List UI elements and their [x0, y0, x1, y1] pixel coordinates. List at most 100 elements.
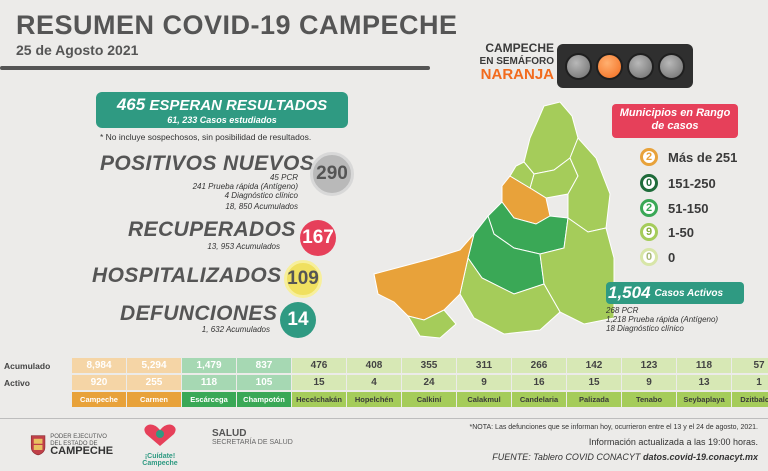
table-cell-acumulado: 311 — [457, 358, 511, 373]
source-url[interactable]: datos.covid-19.conacyt.mx — [642, 452, 758, 462]
source-label: FUENTE: Tablero COVID CONACYT — [492, 452, 641, 462]
table-cell-activo: 1 — [732, 375, 768, 390]
legend-row: 2 Más de 251 — [640, 148, 737, 166]
legend-row: 9 1-50 — [640, 223, 694, 241]
table-cell-acumulado: 142 — [567, 358, 621, 373]
activos-label: Casos Activos — [654, 287, 724, 299]
esperan-note: * No incluye sospechosos, sin posibilida… — [100, 132, 312, 142]
positivos-rapida: 241 Prueba rápida (Antígeno) — [192, 182, 298, 191]
gobierno-campeche-logo: PODER EJECUTIVO DEL ESTADO DE CAMPECHE — [30, 424, 116, 466]
table-cell-municipio: Calakmul — [457, 392, 511, 407]
table-cell-activo: 13 — [677, 375, 731, 390]
table-cell-acumulado: 266 — [512, 358, 566, 373]
footer-divider — [0, 418, 768, 419]
footer-note: *NOTA: Las defunciones que se informan h… — [469, 424, 758, 431]
table-row-names: Campeche Carmen Escárcega Champotón Hecelcha… — [4, 392, 768, 407]
semaforo-line2: EN SEMÁFORO — [479, 56, 554, 67]
positivos-value: 290 — [310, 152, 354, 196]
activos-rapida: 1,218 Prueba rápida (Antígeno) — [606, 315, 719, 324]
activos-pcr: 268 PCR — [606, 306, 639, 315]
salud-subtitle: SECRETARÍA DE SALUD — [212, 439, 293, 446]
table-cell-activo: 4 — [347, 375, 401, 390]
semaforo-color: NARANJA — [480, 66, 554, 83]
legend-count: 2 — [640, 148, 658, 166]
table-cell-acumulado: 123 — [622, 358, 676, 373]
traffic-light-yellow — [627, 52, 654, 80]
table-cell-acumulado: 8,984 — [72, 358, 126, 373]
row-label: Acumulado — [4, 360, 51, 371]
semaforo-label: CAMPECHE EN SEMÁFORO NARANJA — [458, 41, 554, 83]
table-cell-municipio: Seybaplaya — [677, 392, 731, 407]
table-cell-municipio: Carmen — [127, 392, 181, 407]
table-cell-acumulado: 5,294 — [127, 358, 181, 373]
positivos-acumulados: 18, 850 Acumulados — [225, 202, 298, 211]
legend-range: 51-150 — [668, 200, 709, 216]
cuidate-logo: ¡Cuídate! Campeche — [135, 422, 185, 467]
table-cell-activo: 9 — [457, 375, 511, 390]
legend-row: 0 151-250 — [640, 174, 716, 192]
map-region-tenabo — [509, 161, 535, 189]
footer-update-info: Información actualizada a las 19:00 hora… — [588, 437, 758, 447]
hospitalizados-value: 109 — [284, 260, 322, 298]
table-cell-municipio: Tenabo — [622, 392, 676, 407]
legend-row: 2 51-150 — [640, 199, 708, 217]
legend-count: 0 — [640, 248, 658, 266]
shield-icon — [30, 435, 46, 456]
defunciones-label: DEFUNCIONES — [120, 302, 278, 325]
table-cell-municipio: Hopelchén — [347, 392, 401, 407]
legend-range: Más de 251 — [668, 149, 738, 165]
table-cell-municipio: Hecelchakán — [292, 392, 346, 407]
defunciones-acumulados: 1, 632 Acumulados — [201, 325, 270, 334]
casos-estudiados: 61, 233 Casos estudiados — [167, 115, 277, 125]
positivos-breakdown: 45 PCR 241 Prueba rápida (Antígeno) 4 Di… — [160, 173, 298, 200]
table-cell-acumulado: 1,479 — [182, 358, 236, 373]
table-cell-activo: 16 — [512, 375, 566, 390]
table-cell-municipio: Palizada — [567, 392, 621, 407]
traffic-light-orange — [596, 52, 623, 80]
legend-count: 2 — [640, 199, 658, 217]
table-cell-activo: 15 — [567, 375, 621, 390]
esperan-count: 465 — [116, 95, 146, 114]
table-cell-activo: 9 — [622, 375, 676, 390]
table-cell-municipio: Calkiní — [402, 392, 456, 407]
map-region-hopelchen — [567, 137, 611, 233]
table-cell-acumulado: 118 — [677, 358, 731, 373]
page-title: RESUMEN COVID-19 CAMPECHE — [16, 10, 458, 40]
table-row-acumulado: Acumulado 8,984 5,294 1,479 837 476 408 355 311… — [4, 358, 768, 373]
table-cell-activo: 255 — [127, 375, 181, 390]
footer-source: FUENTE: Tablero COVID CONACYT datos.covi… — [444, 452, 758, 462]
recuperados-acumulados: 13, 953 Acumulados — [207, 242, 280, 251]
positivos-clinico: 4 Diagnóstico clínico — [224, 191, 298, 200]
gov-small-text: PODER EJECUTIVO DEL ESTADO DE — [50, 433, 107, 447]
table-cell-municipio: Dzitbalche — [732, 392, 768, 407]
table-cell-activo: 24 — [402, 375, 456, 390]
table-cell-activo: 15 — [292, 375, 346, 390]
table-cell-municipio: Champotón — [237, 392, 291, 407]
table-cell-activo: 118 — [182, 375, 236, 390]
table-cell-municipio: Candelaria — [512, 392, 566, 407]
legend-count: 9 — [640, 223, 658, 241]
map-region-palizada — [406, 309, 457, 339]
legend-range: 151-250 — [668, 175, 716, 191]
esperan-label: ESPERAN RESULTADOS — [149, 97, 328, 114]
semaforo-line1: CAMPECHE — [485, 41, 554, 55]
table-cell-acumulado: 837 — [237, 358, 291, 373]
table-cell-acumulado: 476 — [292, 358, 346, 373]
hospitalizados-label: HOSPITALIZADOS — [92, 264, 282, 287]
salud-logo: SALUD SECRETARÍA DE SALUD — [212, 428, 293, 446]
table-cell-acumulado: 408 — [347, 358, 401, 373]
map-region-carmen — [373, 233, 475, 321]
row-label: Activo — [4, 377, 30, 388]
traffic-light-red — [565, 52, 592, 80]
recuperados-label: RECUPERADOS — [128, 218, 296, 241]
table-cell-acumulado: 57 — [732, 358, 768, 373]
traffic-light-green — [658, 52, 685, 80]
table-cell-municipio: Escárcega — [182, 392, 236, 407]
activos-count: 1,504 — [608, 283, 651, 302]
recuperados-value: 167 — [300, 220, 336, 256]
map-region-calakmul — [539, 217, 615, 325]
casos-activos-box: 1,504 Casos Activos — [606, 282, 744, 304]
campeche-map — [373, 101, 615, 339]
gov-big-text: CAMPECHE — [50, 444, 114, 457]
legend-range: 1-50 — [668, 224, 695, 240]
